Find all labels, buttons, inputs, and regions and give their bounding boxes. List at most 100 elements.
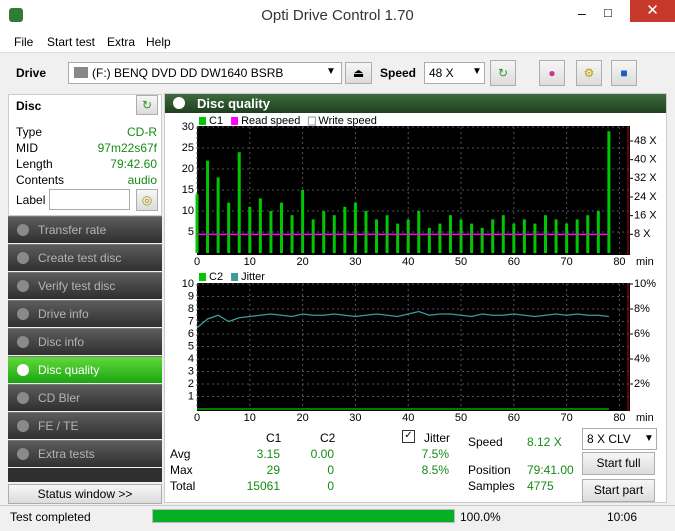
drive-icon xyxy=(74,67,88,78)
menu-item[interactable]: Help xyxy=(146,35,171,49)
speed-label: Speed xyxy=(380,66,417,80)
y2-tick-label: 16 X xyxy=(634,210,657,222)
disc-value: 97m22s67f xyxy=(97,141,157,155)
nav-label: FE / TE xyxy=(38,419,79,433)
y-tick-label: 25 xyxy=(182,142,194,154)
bar xyxy=(575,219,579,253)
start-full-button[interactable]: Start full xyxy=(582,452,655,475)
x-tick-label: 70 xyxy=(561,256,573,268)
stats-value: 15061 xyxy=(246,479,280,493)
nav-item[interactable]: FE / TE xyxy=(8,412,162,439)
menu-item[interactable]: Start test xyxy=(47,35,96,49)
x-tick-label: 20 xyxy=(296,412,308,424)
drive-select[interactable] xyxy=(68,62,342,84)
disc-key: Contents xyxy=(16,173,65,187)
clock: 10:06 xyxy=(607,510,638,524)
bar xyxy=(396,223,400,253)
y2-tick-label: 8 X xyxy=(634,228,651,240)
legend-label: Jitter xyxy=(241,271,265,283)
y-tick-label: 8 xyxy=(188,303,194,315)
x-tick-label: 60 xyxy=(508,412,520,424)
bar xyxy=(596,211,600,253)
bar xyxy=(258,198,262,253)
info-label: Speed xyxy=(468,435,503,449)
nav-item[interactable]: Extra tests xyxy=(8,440,162,467)
bar xyxy=(470,223,474,253)
nav-label: CD Bler xyxy=(38,391,81,405)
refresh-button[interactable]: ↻ xyxy=(490,60,516,86)
eject-button[interactable]: ⏏ xyxy=(345,62,372,84)
legend-label: C2 xyxy=(209,271,223,283)
stats-value: 3.15 xyxy=(256,447,280,461)
y2-tick-label: 4% xyxy=(634,353,650,365)
start-part-button[interactable]: Start part xyxy=(582,479,655,502)
label-button[interactable]: ◎ xyxy=(136,189,158,211)
progress-bar xyxy=(152,509,455,523)
minimize[interactable]: – xyxy=(578,5,586,21)
y2-tick-label: 2% xyxy=(634,378,650,390)
erase-button[interactable]: ● xyxy=(539,60,565,86)
nav-item[interactable]: Drive info xyxy=(8,300,162,327)
x-axis-label: min xyxy=(636,412,654,424)
dropdown-arrow: ▼ xyxy=(644,433,654,444)
bar xyxy=(375,219,379,253)
disc-refresh[interactable]: ↻ xyxy=(136,95,158,115)
nav-item[interactable]: Transfer rate xyxy=(8,216,162,243)
panel-icon xyxy=(173,97,185,109)
nav-item[interactable]: Create test disc xyxy=(8,244,162,271)
mode-select[interactable] xyxy=(582,428,657,450)
stats-header: C1 xyxy=(266,431,282,445)
stats-header: C2 xyxy=(320,431,336,445)
x-tick-label: 0 xyxy=(194,412,200,424)
bar xyxy=(248,206,252,253)
settings-button[interactable]: ⚙ xyxy=(576,60,602,86)
bar xyxy=(206,160,210,253)
close[interactable]: ✕ xyxy=(630,0,675,22)
legend-swatch xyxy=(307,116,316,126)
legend-swatch xyxy=(231,273,239,281)
menu-item[interactable]: File xyxy=(14,35,34,49)
stats-value: 0 xyxy=(327,479,334,493)
save-button[interactable]: ■ xyxy=(611,60,637,86)
y-tick-label: 3 xyxy=(188,365,194,377)
nav-label: Disc info xyxy=(38,335,85,349)
nav-item[interactable]: Verify test disc xyxy=(8,272,162,299)
status-window-button[interactable]: Status window >> xyxy=(8,484,162,504)
speed-select[interactable] xyxy=(424,62,485,84)
bar xyxy=(427,227,431,253)
x-tick-label: 60 xyxy=(508,256,520,268)
menu-item[interactable]: Extra xyxy=(107,35,136,49)
legend-label: C1 xyxy=(209,115,223,127)
legend-swatch xyxy=(231,117,239,125)
maximize[interactable]: □ xyxy=(604,5,612,20)
disc-key: MID xyxy=(16,141,38,155)
bar xyxy=(195,194,199,253)
stats-value: 29 xyxy=(266,463,280,477)
y-tick-label: 15 xyxy=(182,184,194,196)
jitter-checkbox[interactable]: ✓ xyxy=(402,430,415,443)
bar xyxy=(301,190,305,253)
info-label: Position xyxy=(468,463,511,477)
nav-label: Extra tests xyxy=(38,447,95,461)
x-tick-label: 40 xyxy=(402,256,414,268)
title-bar xyxy=(0,0,675,30)
bar xyxy=(216,177,220,253)
bar xyxy=(522,219,526,253)
nav-item[interactable]: CD Bler xyxy=(8,384,162,411)
info-value: 79:41.00 xyxy=(527,463,574,477)
label-input[interactable] xyxy=(49,189,130,210)
nav-label: Create test disc xyxy=(38,251,122,265)
y-tick-label: 10 xyxy=(182,205,194,217)
y-tick-label: 30 xyxy=(182,121,194,133)
y-tick-label: 9 xyxy=(188,290,194,302)
bar xyxy=(512,223,516,253)
stats-label: Avg xyxy=(170,447,191,461)
nav-item[interactable]: Disc info xyxy=(8,328,162,355)
x-tick-label: 10 xyxy=(244,256,256,268)
y-tick-label: 10 xyxy=(182,278,194,290)
stats-label: Total xyxy=(170,479,196,493)
x-tick-label: 70 xyxy=(561,412,573,424)
nav-item[interactable]: Disc quality xyxy=(8,356,162,383)
stats-value: 0.00 xyxy=(310,447,334,461)
